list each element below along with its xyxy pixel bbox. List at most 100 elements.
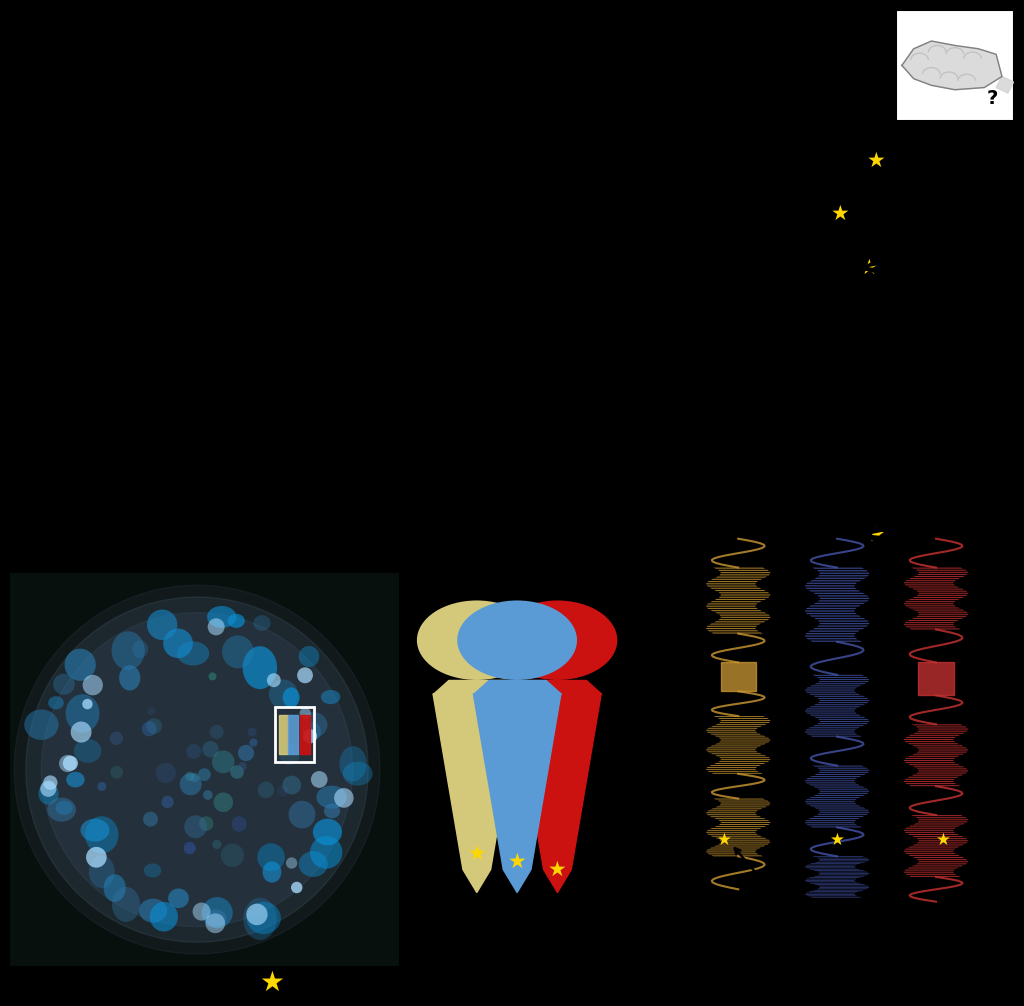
Polygon shape [915,569,967,570]
Polygon shape [863,374,895,381]
Ellipse shape [71,721,91,742]
Polygon shape [711,578,763,579]
Polygon shape [710,624,761,625]
Polygon shape [812,675,864,676]
Polygon shape [909,785,961,787]
Ellipse shape [299,646,319,667]
Ellipse shape [193,902,211,920]
Polygon shape [810,641,862,642]
Polygon shape [716,576,767,577]
Polygon shape [916,859,968,860]
Polygon shape [805,636,855,637]
Polygon shape [719,593,769,594]
Polygon shape [806,804,857,805]
Ellipse shape [162,796,174,808]
Polygon shape [809,591,860,592]
Polygon shape [817,596,868,597]
Polygon shape [719,597,770,598]
Ellipse shape [208,619,224,636]
Ellipse shape [212,750,234,774]
Ellipse shape [339,746,367,782]
Polygon shape [808,818,860,819]
Polygon shape [919,861,968,862]
Polygon shape [818,601,868,602]
Text: ★: ★ [867,151,886,170]
Ellipse shape [248,727,257,736]
Ellipse shape [206,913,225,934]
Ellipse shape [303,729,317,743]
Polygon shape [711,633,763,634]
Polygon shape [912,610,965,611]
Ellipse shape [112,632,144,670]
Polygon shape [905,606,955,607]
Polygon shape [831,321,863,327]
Ellipse shape [67,772,85,788]
Polygon shape [721,572,770,573]
Ellipse shape [147,610,177,640]
Circle shape [858,425,868,432]
Circle shape [858,478,868,485]
Polygon shape [905,783,956,784]
Polygon shape [916,595,968,596]
Ellipse shape [300,712,328,737]
Ellipse shape [334,788,353,808]
Polygon shape [817,723,868,724]
Polygon shape [918,573,968,574]
Polygon shape [907,743,959,744]
Polygon shape [904,741,955,742]
Ellipse shape [283,687,300,707]
Polygon shape [863,258,895,268]
Polygon shape [905,580,956,581]
Ellipse shape [83,675,102,695]
Polygon shape [919,819,968,820]
Polygon shape [812,766,864,767]
Polygon shape [904,871,953,873]
Polygon shape [813,628,864,629]
Text: ★: ★ [867,525,886,545]
Ellipse shape [40,781,56,797]
Ellipse shape [185,772,195,781]
Polygon shape [805,801,855,802]
Polygon shape [916,838,968,839]
Ellipse shape [267,673,281,687]
Ellipse shape [97,782,106,791]
Polygon shape [806,691,856,693]
Ellipse shape [177,642,209,666]
Ellipse shape [269,679,298,708]
Polygon shape [904,849,955,850]
Polygon shape [810,685,861,686]
Polygon shape [831,525,863,535]
Polygon shape [813,816,864,817]
Polygon shape [817,789,868,790]
Polygon shape [719,615,770,616]
Ellipse shape [150,902,178,932]
Polygon shape [814,577,866,578]
Polygon shape [818,719,868,720]
Polygon shape [806,783,856,784]
Polygon shape [908,765,959,766]
Ellipse shape [147,707,156,715]
Text: ★: ★ [508,852,526,872]
Ellipse shape [214,793,233,812]
Ellipse shape [65,649,96,681]
Ellipse shape [66,694,99,732]
Ellipse shape [221,844,244,867]
Polygon shape [904,739,953,740]
Bar [274,707,313,762]
Polygon shape [916,612,968,613]
Ellipse shape [85,816,119,853]
Ellipse shape [55,801,73,815]
Polygon shape [806,633,856,634]
Polygon shape [912,753,965,754]
Ellipse shape [238,744,254,762]
Text: HKU1: HKU1 [775,206,822,221]
Ellipse shape [231,816,247,832]
Polygon shape [805,585,855,586]
Ellipse shape [300,707,311,719]
Polygon shape [707,583,756,584]
Ellipse shape [280,744,300,766]
Polygon shape [911,775,964,776]
Ellipse shape [82,699,92,709]
Polygon shape [831,312,863,321]
Polygon shape [904,760,953,761]
